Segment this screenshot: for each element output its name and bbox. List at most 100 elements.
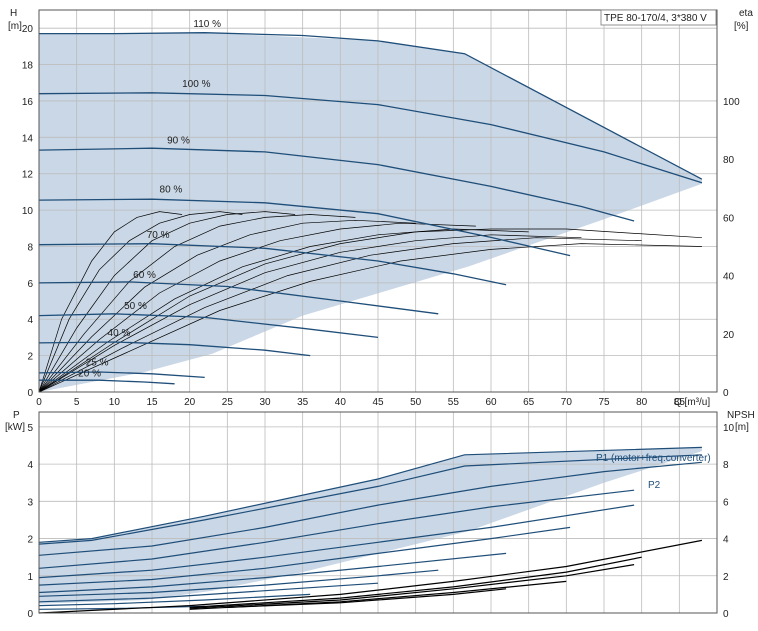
head-xtick-label: 15 (146, 397, 158, 408)
head-xtick-label: 0 (36, 397, 42, 408)
npsh-ytick-label: 8 (723, 460, 729, 471)
eta-curve (38, 211, 183, 393)
speed-label: 60 % (133, 270, 156, 281)
power-curve (38, 446, 702, 543)
eta-ytick-label: 0 (723, 388, 729, 399)
p1-series-label: P1 (motor+freq.converter) (596, 453, 711, 464)
head-xtick-label: 70 (561, 397, 573, 408)
head-ytick-label: 6 (27, 279, 33, 290)
head-xtick-label: 5 (74, 397, 80, 408)
power-ytick-label: 1 (27, 572, 33, 583)
power-frame (38, 411, 718, 614)
head-ytick-label: 16 (22, 97, 34, 108)
speed-label: 20 % (78, 368, 101, 379)
power-curve (38, 489, 635, 569)
power-ytick-label: 4 (27, 460, 33, 471)
head-ytick-label: 18 (22, 61, 34, 72)
head-ytick-label: 0 (27, 388, 33, 399)
npsh-axis-unit: [m] (735, 422, 749, 433)
eta-axis-unit: [%] (734, 21, 749, 32)
head-xtick-label: 60 (485, 397, 497, 408)
power-curve (38, 461, 702, 556)
power-curve (38, 504, 635, 579)
power-curve (38, 526, 571, 586)
speed-label: 25 % (86, 357, 109, 368)
eta-ytick-label: 20 (723, 330, 735, 341)
power-ytick-label: 3 (27, 497, 33, 508)
flow-axis-label: Q [m³/u] (674, 397, 710, 408)
power-curve (38, 454, 702, 545)
power-curve (38, 593, 311, 607)
speed-curve (38, 198, 571, 257)
head-ytick-label: 8 (27, 242, 33, 253)
power-axis-unit: [kW] (5, 422, 25, 433)
eta-curve (38, 228, 529, 393)
npsh-ytick-label: 10 (723, 423, 735, 434)
head-xtick-label: 55 (448, 397, 460, 408)
head-ytick-label: 12 (22, 170, 34, 181)
speed-label: 110 % (193, 19, 221, 30)
power-axis-label: P (13, 410, 20, 421)
power-curve (38, 569, 439, 597)
power-ytick-label: 0 (27, 609, 33, 620)
speed-label: 100 % (182, 79, 210, 90)
eta-curve (38, 234, 582, 393)
npsh-ytick-label: 6 (723, 497, 729, 508)
head-xtick-label: 20 (184, 397, 196, 408)
eta-ytick-label: 100 (723, 97, 740, 108)
title-box (600, 9, 717, 26)
eta-curve (38, 219, 416, 393)
power-ytick-label: 5 (27, 423, 33, 434)
head-ytick-label: 14 (22, 133, 34, 144)
eta-curve (38, 237, 642, 393)
eta-curve (38, 214, 356, 393)
head-frame (38, 9, 718, 393)
speed-curve (39, 379, 175, 385)
speed-curve (38, 147, 635, 222)
head-axis-unit: [m] (8, 21, 22, 32)
speed-curve (38, 341, 311, 357)
eta-curve (38, 211, 296, 393)
eta-ytick-label: 60 (723, 213, 735, 224)
power-ytick-label: 2 (27, 535, 33, 546)
eta-curve (38, 228, 702, 393)
head-xtick-label: 35 (297, 397, 309, 408)
head-axis-label: H (10, 8, 17, 19)
power-curve (38, 605, 205, 610)
title-box-text: TPE 80-170/4, 3*380 V (604, 13, 707, 24)
speed-label: 90 % (167, 135, 190, 146)
head-xtick-label: 75 (598, 397, 610, 408)
speed-curve (38, 371, 205, 379)
eta-ytick-label: 40 (723, 272, 735, 283)
eta-curve (38, 211, 243, 393)
eta-axis-label: eta (739, 8, 753, 19)
head-ytick-label: 10 (22, 206, 34, 217)
head-ytick-label: 20 (22, 24, 34, 35)
eta-curve (38, 243, 702, 393)
head-ytick-label: 2 (27, 352, 33, 363)
head-xtick-label: 40 (335, 397, 347, 408)
speed-label: 40 % (108, 328, 131, 339)
npsh-curve (189, 564, 635, 609)
head-xtick-label: 10 (109, 397, 121, 408)
head-ytick-label: 4 (27, 315, 33, 326)
npsh-ytick-label: 2 (723, 572, 729, 583)
speed-curve (38, 243, 507, 286)
npsh-ytick-label: 0 (723, 609, 729, 620)
npsh-ytick-label: 4 (723, 535, 729, 546)
head-xtick-label: 50 (410, 397, 422, 408)
speed-label: 70 % (147, 230, 170, 241)
npsh-curve (189, 556, 642, 608)
p2-series-label: P2 (648, 480, 661, 491)
head-xtick-label: 65 (523, 397, 535, 408)
head-xtick-label: 85 (674, 397, 686, 408)
npsh-curve (227, 588, 507, 608)
speed-curve (38, 313, 379, 339)
head-xtick-label: 30 (259, 397, 271, 408)
speed-curve (38, 281, 439, 315)
npsh-axis-label: NPSH (727, 410, 755, 421)
eta-curve (38, 222, 476, 393)
speed-label: 50 % (124, 301, 147, 312)
head-xtick-label: 25 (222, 397, 234, 408)
